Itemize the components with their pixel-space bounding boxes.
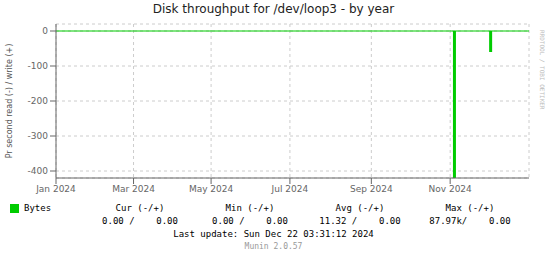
- svg-text:Nov 2024: Nov 2024: [428, 184, 472, 194]
- html-text:Max (-/+): Max (-/+): [445, 203, 495, 213]
- svg-text:Sep 2024: Sep 2024: [350, 184, 393, 194]
- svg-text:Jul 2024: Jul 2024: [271, 184, 309, 194]
- html-text:Min (-/+): Min (-/+): [225, 203, 275, 213]
- svg-text:0: 0: [42, 26, 48, 36]
- html-text:0.00 / 0.00: 0.00 / 0.00: [102, 216, 178, 226]
- html-text:Last update: Sun Dec 22 03:31:: Last update: Sun Dec 22 03:31:12 2024: [173, 229, 374, 239]
- svg-text:Jan 2024: Jan 2024: [35, 184, 76, 194]
- html-text:Munin 2.0.57: Munin 2.0.57: [244, 242, 303, 251]
- html-text:Disk throughput for /dev/loop3: Disk throughput for /dev/loop3 - by year: [152, 2, 395, 16]
- svg-text:-400: -400: [28, 166, 49, 176]
- html-text:Avg (-/+): Avg (-/+): [335, 203, 385, 213]
- svg-text:-100: -100: [28, 61, 49, 71]
- html-text:Cur (-/+): Cur (-/+): [115, 203, 165, 213]
- svg-text:-200: -200: [28, 96, 49, 106]
- svg-text:Mar 2024: Mar 2024: [112, 184, 155, 194]
- html-text:87.97k/ 0.00: 87.97k/ 0.00: [429, 216, 511, 226]
- svg-text:May 2024: May 2024: [189, 184, 234, 194]
- html-text:0.00 / 0.00: 0.00 / 0.00: [212, 216, 288, 226]
- svg-text:Pr second read (-) / write (+): Pr second read (-) / write (+): [8, 44, 14, 159]
- html-text:Bytes: Bytes: [24, 203, 52, 213]
- html-text:RRDTOOL / TOBI OETIKER: RRDTOOL / TOBI OETIKER: [539, 30, 546, 110]
- html-text:11.32 / 0.00: 11.32 / 0.00: [319, 216, 401, 226]
- svg-text:-300: -300: [28, 131, 49, 141]
